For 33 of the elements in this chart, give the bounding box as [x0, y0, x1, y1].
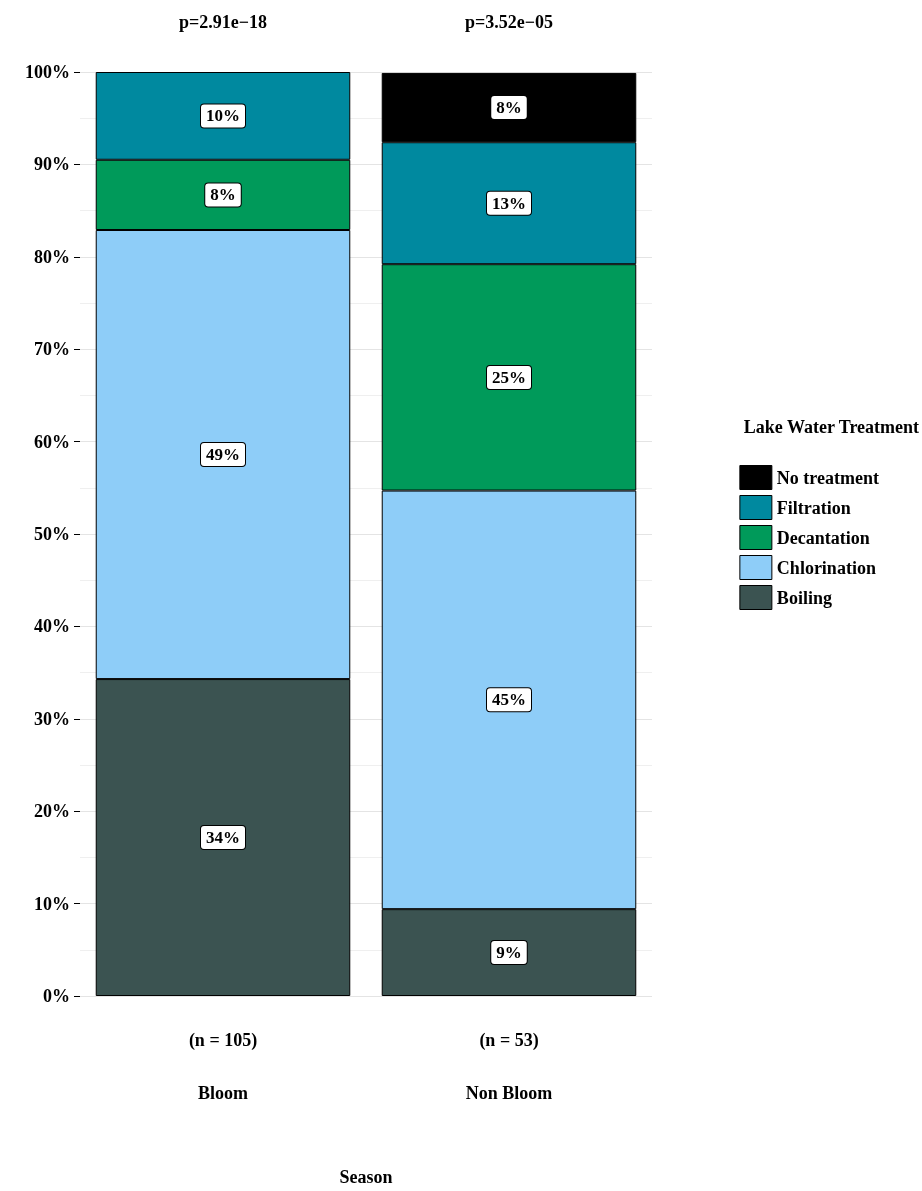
y-tick-label: 50%: [34, 524, 70, 544]
legend-label: Chlorination: [776, 557, 876, 578]
x-tick-label: Bloom: [197, 1083, 249, 1103]
x-axis-title: Season: [339, 1167, 393, 1187]
y-tick-label: 10%: [34, 893, 70, 914]
data-label: 45%: [492, 690, 526, 710]
text: p=3.52e−05: [464, 12, 554, 32]
data-label: 10%: [206, 106, 240, 126]
y-tick-label: 20%: [34, 801, 70, 822]
data-label: 8%: [210, 185, 236, 205]
legend-label: Boiling: [776, 587, 832, 608]
x-tick-label: Non Bloom: [465, 1083, 553, 1103]
legend-label: No treatment: [776, 467, 880, 488]
y-tick-label: 90%: [34, 154, 70, 175]
legend-label: Decantation: [776, 527, 870, 548]
legend-title: Lake Water Treatment: [743, 417, 920, 437]
y-tick-label: 100%: [25, 62, 70, 82]
y-tick-label: 0%: [43, 986, 70, 1006]
y-tick-label: 70%: [34, 339, 70, 360]
y-tick-label: 30%: [34, 708, 70, 729]
text: (n = 105): [188, 1030, 258, 1051]
data-label: 25%: [492, 367, 526, 387]
data-label: 13%: [492, 193, 526, 213]
text: (n = 53): [479, 1030, 539, 1051]
data-label: 9%: [496, 943, 522, 963]
text: p=2.91e−18: [178, 12, 268, 32]
data-label: 8%: [496, 98, 522, 118]
legend-label: Filtration: [776, 497, 851, 518]
data-label: 49%: [206, 445, 240, 465]
data-label: 34%: [206, 828, 240, 848]
y-tick-label: 40%: [34, 616, 70, 637]
y-tick-label: 60%: [34, 431, 70, 452]
y-tick-label: 80%: [34, 246, 70, 267]
